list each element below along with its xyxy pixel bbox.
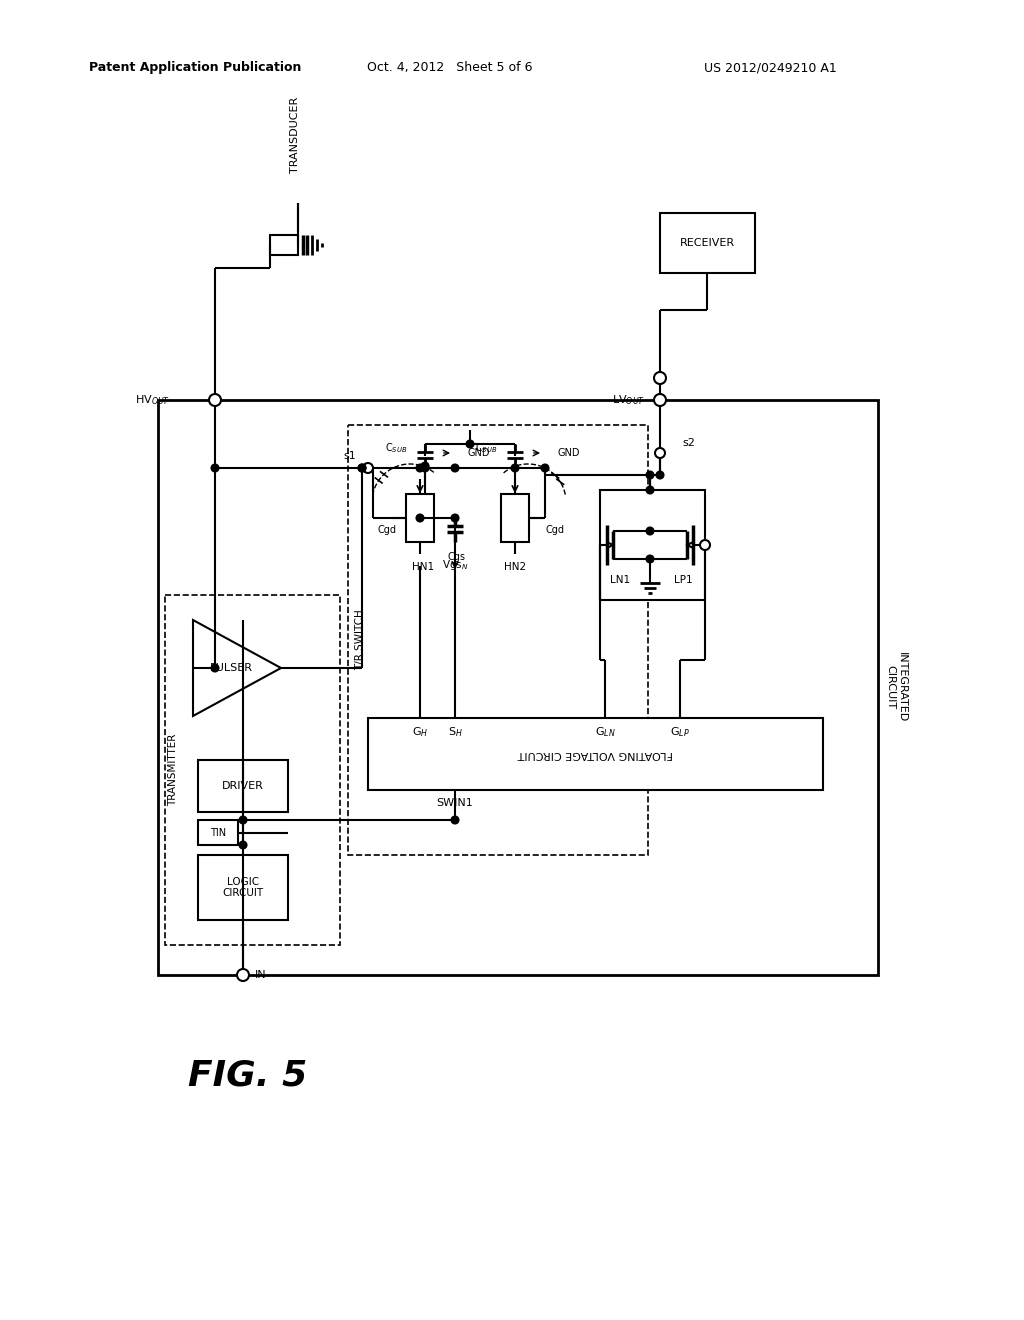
Text: GND: GND [557, 447, 580, 458]
Text: Patent Application Publication: Patent Application Publication [89, 62, 301, 74]
Circle shape [542, 465, 549, 471]
Text: RECEIVER: RECEIVER [680, 238, 735, 248]
Text: G$_H$: G$_H$ [412, 725, 428, 739]
Text: C$_{SUB}$: C$_{SUB}$ [385, 441, 407, 455]
Circle shape [358, 465, 366, 471]
Bar [501, 494, 529, 543]
Text: G$_{LN}$: G$_{LN}$ [595, 725, 615, 739]
Circle shape [362, 463, 373, 473]
Text: LN1: LN1 [610, 576, 630, 585]
Text: HN1: HN1 [412, 562, 434, 572]
Text: TIN: TIN [210, 828, 226, 837]
Circle shape [452, 465, 459, 471]
Text: s1: s1 [343, 451, 356, 461]
Text: SWIN1: SWIN1 [436, 799, 473, 808]
Text: TRANSMITTER: TRANSMITTER [168, 734, 178, 807]
Text: Cgs: Cgs [449, 552, 466, 562]
Text: T/R SWITCH: T/R SWITCH [355, 610, 365, 671]
Text: G$_{LP}$: G$_{LP}$ [670, 725, 690, 739]
Circle shape [646, 471, 653, 479]
Bar [600, 490, 705, 601]
Text: US 2012/0249210 A1: US 2012/0249210 A1 [703, 62, 837, 74]
Bar [348, 425, 648, 855]
Circle shape [422, 465, 428, 471]
Circle shape [237, 969, 249, 981]
Circle shape [646, 487, 653, 494]
Text: HV$_{OUT}$: HV$_{OUT}$ [135, 393, 170, 407]
Circle shape [417, 465, 424, 471]
Circle shape [212, 465, 218, 471]
Text: IN: IN [255, 970, 266, 979]
Text: DRIVER: DRIVER [222, 781, 264, 791]
Bar [158, 400, 878, 975]
Text: LV$_{OUT}$: LV$_{OUT}$ [612, 393, 645, 407]
Text: Cgd: Cgd [546, 525, 564, 535]
Text: TRANSDUCER: TRANSDUCER [290, 96, 300, 173]
Circle shape [358, 465, 366, 471]
Bar [198, 820, 238, 845]
Text: FIG. 5: FIG. 5 [188, 1059, 307, 1092]
Circle shape [240, 817, 247, 824]
Text: PULSER: PULSER [210, 663, 253, 673]
Text: Cgd: Cgd [378, 525, 396, 535]
Circle shape [655, 447, 665, 458]
Text: Vgs$_N$: Vgs$_N$ [441, 558, 468, 572]
Circle shape [646, 528, 653, 535]
Circle shape [700, 540, 710, 550]
Circle shape [467, 441, 473, 447]
Text: FLOATING VOLTAGE CIRCUIT: FLOATING VOLTAGE CIRCUIT [518, 748, 673, 759]
Circle shape [654, 393, 666, 407]
Text: HN2: HN2 [504, 562, 526, 572]
Circle shape [422, 462, 428, 470]
Circle shape [646, 556, 653, 562]
Text: GND: GND [467, 447, 489, 458]
Circle shape [452, 817, 459, 824]
Circle shape [209, 393, 221, 407]
Text: s2: s2 [682, 438, 695, 447]
Text: INTEGRATED
CIRCUIT: INTEGRATED CIRCUIT [885, 652, 907, 722]
Text: S$_H$: S$_H$ [447, 725, 463, 739]
Bar [165, 595, 340, 945]
Circle shape [512, 465, 518, 471]
Bar [660, 213, 755, 273]
Circle shape [212, 664, 218, 672]
Bar [406, 494, 434, 543]
Bar [368, 718, 823, 789]
Circle shape [452, 515, 459, 521]
Text: C$_{SUB}$: C$_{SUB}$ [474, 441, 497, 455]
Bar [198, 855, 288, 920]
Circle shape [654, 372, 666, 384]
Bar [270, 235, 298, 255]
Circle shape [417, 515, 424, 521]
Text: LOGIC
CIRCUIT: LOGIC CIRCUIT [222, 876, 263, 899]
Text: Oct. 4, 2012   Sheet 5 of 6: Oct. 4, 2012 Sheet 5 of 6 [368, 62, 532, 74]
Text: LP1: LP1 [674, 576, 692, 585]
Circle shape [656, 471, 664, 479]
Circle shape [240, 842, 247, 849]
Bar [198, 760, 288, 812]
